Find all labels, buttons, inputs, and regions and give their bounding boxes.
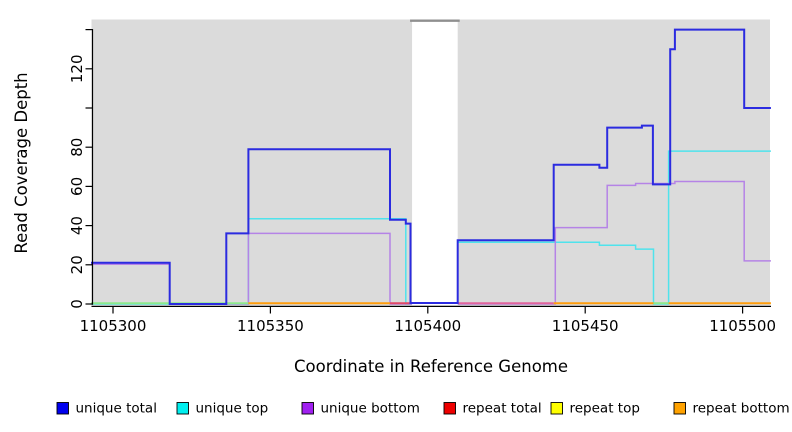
no-data-gap [412,19,458,306]
legend-item-unique-bottom: unique bottom [301,401,420,417]
y-tick-label: 40 [68,216,86,235]
x-tick-label: 1105450 [552,317,619,335]
x-tick-label: 1105500 [709,317,776,335]
plot-area [90,19,771,306]
legend-swatch-unique-total [56,402,69,415]
series-line-unique-total [91,28,771,305]
legend-label: repeat bottom [693,401,790,417]
x-tick-label: 1105400 [394,317,461,335]
legend-label: repeat total [463,401,542,417]
y-tick-label: 60 [68,177,86,196]
legend-item-unique-total: unique total [56,401,157,417]
legend-label: unique bottom [321,401,420,417]
legend-swatch-repeat-total [443,402,456,415]
legend-swatch-unique-top [176,402,189,415]
x-tick-label: 1105350 [237,317,304,335]
legend-item-repeat-bottom: repeat bottom [673,401,790,417]
legend-item-unique-top: unique top [176,401,269,417]
y-tick-label: 20 [68,255,86,274]
y-tick-label: 80 [68,138,86,157]
axes: 0 20 40 60 80 120 1105300 1105350 1105400 1105450… [68,29,776,335]
x-axis-title: Coordinate in Reference Genome [294,357,568,376]
x-tick-label: 1105300 [80,317,147,335]
legend-item-repeat-total: repeat total [443,401,542,417]
legend-label: unique top [196,401,269,417]
legend-swatch-repeat-top [550,402,563,415]
y-tick-label: 0 [68,299,86,309]
legend-label: unique total [76,401,157,417]
legend-label: repeat top [570,401,640,417]
y-axis-title: Read Coverage Depth [12,72,31,253]
legend: unique total unique top unique bottom repea… [56,401,790,417]
legend-swatch-unique-bottom [301,402,314,415]
legend-item-repeat-top: repeat top [550,401,640,417]
y-tick-label: 120 [68,54,86,83]
legend-swatch-repeat-bottom [673,402,686,415]
